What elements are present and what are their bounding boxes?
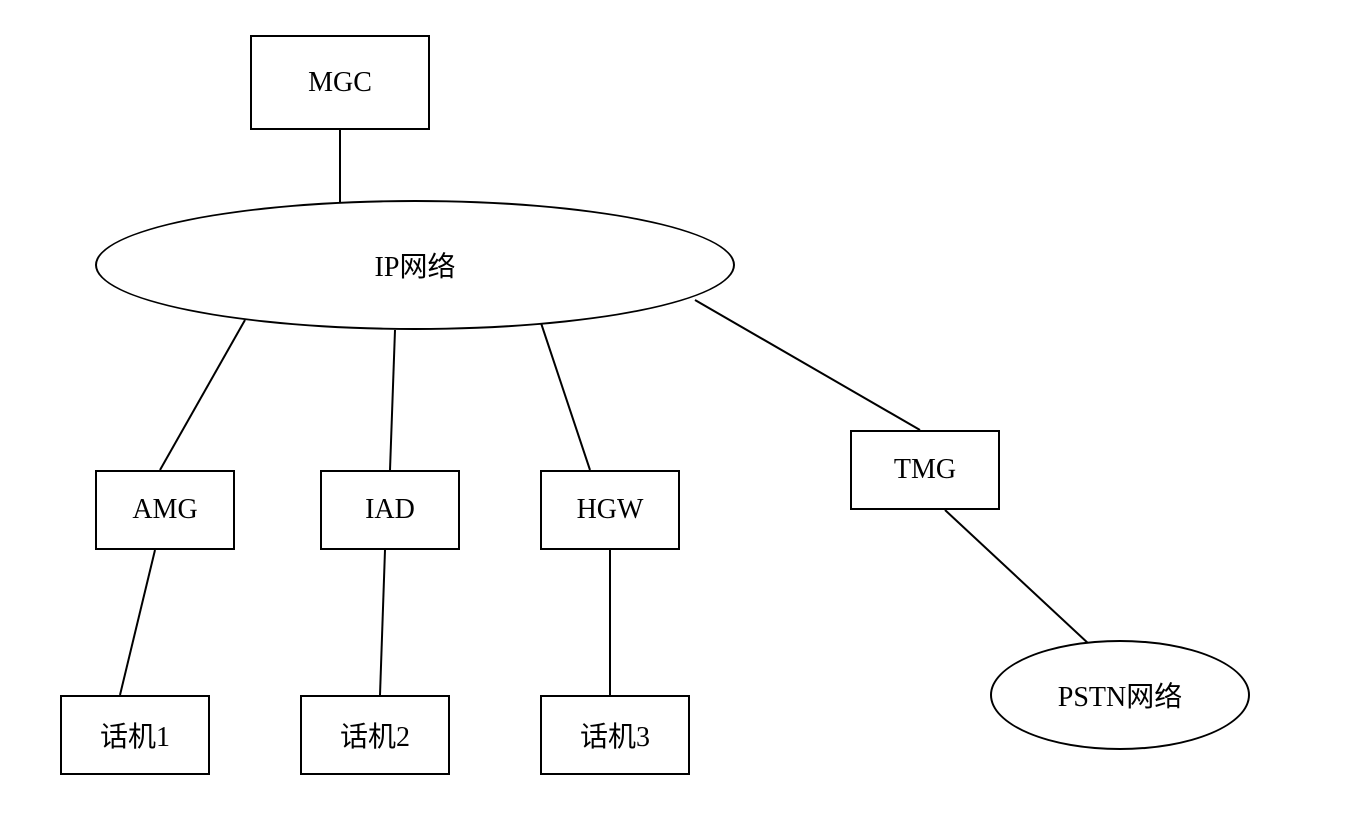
node-ip-label: IP网络 <box>375 245 456 285</box>
node-mgc-label: MGC <box>308 67 372 99</box>
node-phone3-label: 话机3 <box>580 715 650 755</box>
edge-amg-phone1 <box>120 550 155 695</box>
edge-tmg-pstn <box>945 510 1090 645</box>
node-phone1-label: 话机1 <box>100 715 170 755</box>
edge-ip-amg <box>160 320 245 470</box>
node-hgw-label: HGW <box>577 494 644 526</box>
node-hgw: HGW <box>540 470 680 550</box>
node-phone2-label: 话机2 <box>340 715 410 755</box>
node-tmg: TMG <box>850 430 1000 510</box>
node-iad-label: IAD <box>365 494 415 526</box>
node-pstn-label: PSTN网络 <box>1058 675 1182 715</box>
edge-ip-iad <box>390 330 395 470</box>
node-phone1: 话机1 <box>60 695 210 775</box>
edge-ip-tmg <box>695 300 920 430</box>
node-phone3: 话机3 <box>540 695 690 775</box>
node-iad: IAD <box>320 470 460 550</box>
node-amg: AMG <box>95 470 235 550</box>
node-amg-label: AMG <box>132 494 197 526</box>
node-pstn: PSTN网络 <box>990 640 1250 750</box>
edge-ip-hgw <box>540 320 590 470</box>
node-tmg-label: TMG <box>894 454 956 486</box>
node-mgc: MGC <box>250 35 430 130</box>
node-ip: IP网络 <box>95 200 735 330</box>
node-phone2: 话机2 <box>300 695 450 775</box>
edge-iad-phone2 <box>380 550 385 695</box>
